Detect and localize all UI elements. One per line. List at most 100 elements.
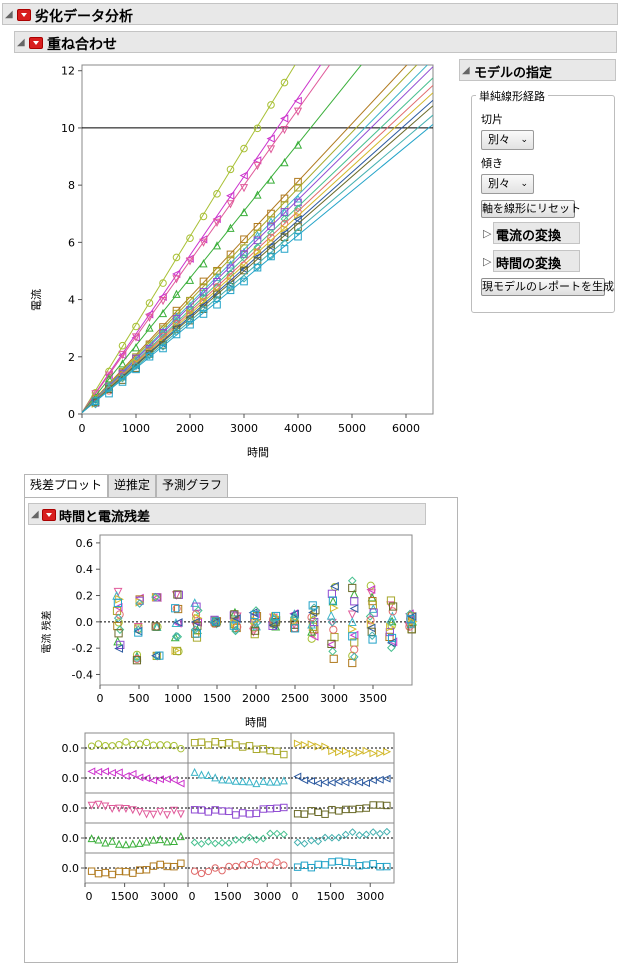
- data-point: [271, 618, 280, 627]
- panel-y-tick-label: 0.0: [62, 832, 80, 845]
- disclosure-icon[interactable]: ◢: [17, 37, 25, 48]
- y-tick-label: 10: [61, 122, 75, 135]
- disclosure-icon[interactable]: ◢: [31, 509, 39, 520]
- y-tick-label: 0.0: [76, 616, 94, 629]
- intercept-select[interactable]: 別々 ⌄: [481, 130, 534, 150]
- data-point: [266, 134, 275, 143]
- intercept-label: 切片: [481, 113, 503, 126]
- overlay-chart[interactable]: 電流 時間 0 2 4 6 8 10 12 0 1000 2000 3000 4000 5000 6000: [0, 55, 460, 465]
- current-transform-header[interactable]: 電流の変換: [493, 222, 580, 244]
- report-title: 劣化データ分析: [35, 9, 133, 25]
- red-triangle-menu-icon[interactable]: [17, 9, 31, 21]
- data-point: [334, 777, 343, 786]
- data-point: [199, 293, 208, 302]
- data-point: [293, 772, 302, 781]
- data-point: [121, 772, 130, 781]
- tab-inverse-prediction[interactable]: 逆推定: [108, 474, 156, 497]
- intercept-select-value: 別々: [488, 133, 510, 146]
- disclosure-icon[interactable]: ▷: [483, 227, 492, 240]
- data-point: [280, 114, 289, 123]
- data-point: [118, 341, 127, 350]
- slope-select[interactable]: 別々 ⌄: [481, 174, 534, 194]
- data-point: [155, 651, 164, 660]
- x-tick-label: 2000: [242, 692, 270, 705]
- data-point: [300, 740, 309, 749]
- data-point: [307, 619, 316, 629]
- tab-prediction-graph[interactable]: 予測グラフ: [156, 474, 228, 497]
- data-point: [114, 644, 124, 653]
- data-point: [273, 829, 281, 838]
- data-point: [407, 625, 416, 634]
- data-point: [231, 776, 240, 785]
- data-point: [142, 837, 151, 846]
- data-point: [330, 581, 339, 591]
- data-point: [382, 827, 391, 836]
- data-point: [290, 624, 300, 633]
- data-point: [191, 610, 201, 619]
- data-point: [362, 830, 371, 839]
- data-point: [226, 165, 235, 174]
- data-point: [132, 650, 142, 659]
- data-point: [190, 767, 199, 776]
- data-point: [204, 867, 213, 876]
- x-tick-label: 5000: [338, 422, 366, 435]
- data-point: [231, 614, 241, 623]
- disclosure-icon[interactable]: ◢: [5, 9, 13, 20]
- data-point: [176, 779, 185, 788]
- data-point: [169, 806, 179, 815]
- data-point: [199, 277, 208, 286]
- residual-panel-grid[interactable]: 0.0 0.0 0.0 0.0 0.0 0 1500 3000 0 1500 3000 0 1500 30…: [40, 730, 410, 910]
- data-point: [114, 768, 123, 777]
- panel-frame: [84, 792, 189, 824]
- residual-title: 時間と電流残差: [59, 510, 151, 525]
- data-point: [185, 257, 195, 266]
- panel-frame: [290, 822, 395, 854]
- data-point: [115, 804, 124, 813]
- data-point: [121, 840, 130, 849]
- data-point: [145, 313, 154, 322]
- overlay-title: 重ね合わせ: [47, 37, 117, 53]
- data-point: [240, 266, 248, 275]
- data-point: [197, 770, 206, 779]
- panel-frame: [290, 852, 395, 884]
- data-point: [158, 308, 168, 318]
- fit-line: [82, 65, 418, 413]
- red-triangle-menu-icon[interactable]: [42, 509, 56, 521]
- data-point: [193, 613, 203, 623]
- reset-axes-button[interactable]: 軸を線形にリセット: [481, 200, 581, 218]
- data-point: [199, 310, 208, 318]
- data-point: [348, 777, 357, 786]
- data-point: [131, 333, 141, 342]
- data-point: [115, 625, 125, 634]
- tab-residual-plot[interactable]: 残差プロット: [24, 474, 108, 498]
- data-point: [252, 621, 261, 631]
- time-transform-header[interactable]: 時間の変換: [493, 250, 580, 272]
- tab-panel: [24, 497, 458, 963]
- data-point: [87, 742, 96, 750]
- red-triangle-menu-icon[interactable]: [29, 37, 43, 49]
- report-header: ◢ 劣化データ分析: [2, 3, 618, 25]
- data-point: [250, 610, 259, 620]
- data-point: [230, 607, 240, 617]
- y-tick-label: 0: [68, 408, 75, 421]
- data-point: [252, 809, 261, 818]
- y-tick-label: -0.4: [72, 668, 93, 681]
- data-point: [369, 749, 378, 758]
- data-point: [156, 835, 165, 844]
- disclosure-icon[interactable]: ▷: [483, 255, 492, 268]
- data-point: [101, 767, 110, 776]
- data-point: [280, 861, 288, 869]
- slope-label: 傾き: [481, 157, 503, 170]
- data-point: [253, 124, 262, 133]
- disclosure-icon[interactable]: ◢: [462, 65, 470, 76]
- fit-line: [82, 65, 408, 413]
- data-point: [190, 838, 199, 847]
- series-group: [82, 65, 433, 413]
- panel-frame: [84, 762, 189, 794]
- data-point: [226, 191, 235, 200]
- residual-chart[interactable]: 電流 残差 時間 0.6 0.4 0.2 0.0 -0.2 -0.4 0 500 1000 150…: [30, 530, 430, 730]
- data-point: [105, 389, 113, 398]
- x-axis-label: 時間: [245, 716, 267, 729]
- generate-report-button[interactable]: 現モデルのレポートを生成: [481, 278, 614, 296]
- data-point: [329, 654, 338, 663]
